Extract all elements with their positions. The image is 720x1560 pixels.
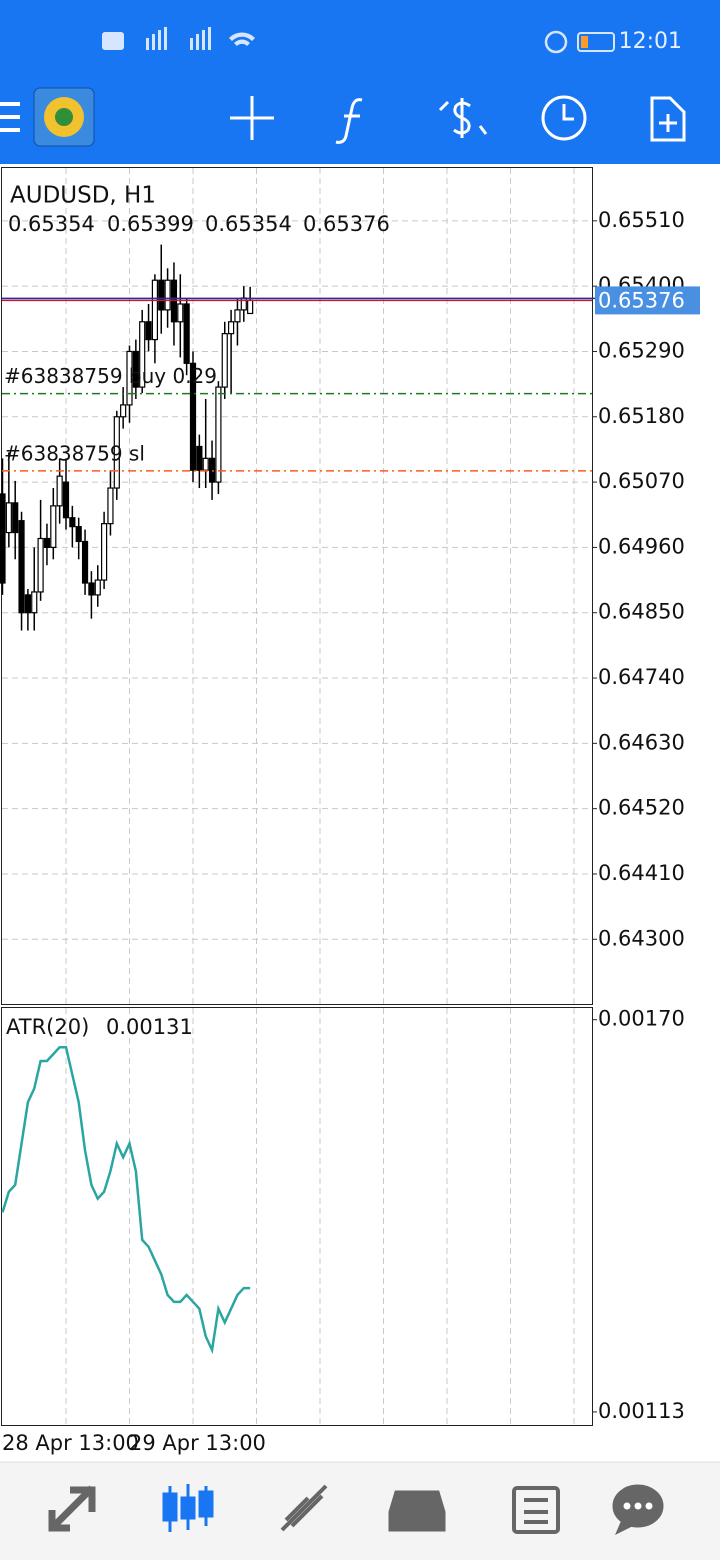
news-tab[interactable] (512, 1486, 560, 1534)
candle-body (69, 517, 76, 528)
x-tick-label: 29 Apr 13:00 (129, 1431, 266, 1455)
y-tick-label: 0.65180 (598, 404, 685, 428)
candle-body (221, 333, 228, 388)
candle-body (24, 594, 31, 614)
candle-body (196, 445, 203, 471)
candle-body (132, 350, 139, 388)
candle-body (177, 303, 184, 323)
ohlc-open: 0.65354 (8, 212, 95, 236)
candle-body (81, 540, 89, 584)
candle-body (5, 502, 12, 534)
y-tick-label: 0.64300 (598, 926, 685, 950)
quotes-tab[interactable] (48, 1485, 96, 1532)
candle-body (215, 386, 222, 483)
history-button[interactable] (541, 95, 587, 141)
candle-body (31, 591, 38, 614)
candle-body (88, 582, 95, 596)
menu-button[interactable] (0, 102, 20, 132)
x-tick-label: 28 Apr 13:00 (2, 1431, 139, 1455)
candle-body (247, 299, 254, 315)
y-tick-label: 0.00170 (598, 1007, 685, 1031)
history-tab[interactable] (388, 1490, 446, 1532)
chart-title: AUDUSD, H1 (10, 183, 156, 209)
labels: AUDUSD, H1 0.65354 0.65399 0.65354 0.653… (2, 183, 700, 1455)
y-tick-label: 0.64850 (598, 600, 685, 624)
y-tick-label: 0.00113 (598, 1399, 685, 1423)
crosshair-button[interactable] (230, 96, 274, 140)
trade-button[interactable] (438, 98, 488, 138)
trade-tab[interactable] (280, 1484, 328, 1532)
candle-body (189, 362, 197, 471)
candle-body (107, 487, 114, 525)
grid: 0.655100.654000.652900.651800.650700.649… (2, 168, 685, 1425)
candle-body (158, 279, 165, 311)
new-order-button[interactable] (650, 96, 686, 142)
chat-tab[interactable] (612, 1484, 664, 1536)
bottom-nav (0, 1462, 720, 1560)
candle-body (50, 505, 57, 549)
app-logo[interactable] (33, 87, 95, 147)
y-tick-label: 0.65070 (598, 469, 685, 493)
chart-tab[interactable] (162, 1484, 214, 1532)
ohlc-low: 0.65354 (205, 212, 292, 236)
bid-label-box (595, 286, 700, 315)
candle-body (75, 526, 82, 543)
ohlc-close: 0.65376 (303, 212, 390, 236)
candle-body (12, 502, 19, 534)
candle-body (234, 309, 241, 323)
candle-body (151, 279, 158, 341)
order-label: #63838759 sl (4, 441, 145, 465)
candle-body (139, 321, 146, 388)
candle-body (43, 537, 51, 549)
indicator-button[interactable] (335, 98, 363, 144)
y-tick-label: 0.64520 (598, 796, 685, 820)
y-tick-label: 0.65510 (598, 208, 685, 232)
ohlc-high: 0.65399 (107, 212, 194, 236)
indicator-title: ATR(20) (6, 1015, 89, 1039)
candle-body (113, 416, 120, 489)
bid-label: 0.65376 (598, 288, 685, 312)
candle-body (94, 579, 101, 596)
candle-body (164, 279, 171, 311)
atr-plot-frame (1, 1007, 593, 1426)
main-plot-frame (1, 167, 593, 1005)
candle-body (62, 481, 70, 519)
app-bar (0, 0, 720, 164)
candle-body (183, 303, 190, 364)
y-tick-label: 0.64630 (598, 730, 685, 754)
candle-body (18, 520, 25, 614)
clock: 12:01 (619, 29, 682, 54)
candle-body (202, 457, 209, 471)
y-tick-label: 0.65290 (598, 338, 685, 362)
candle-body (145, 321, 152, 341)
candle-body (37, 537, 44, 593)
indicator-line (1, 1045, 251, 1355)
candle-body (126, 350, 133, 406)
order-label: #63838759 buy 0.29 (4, 364, 217, 388)
indicator-value: 0.00131 (106, 1015, 193, 1039)
status-icons (102, 27, 615, 54)
candle-body (100, 523, 108, 581)
marks (0, 244, 700, 1355)
y-tick-label: 0.64740 (598, 665, 685, 689)
candle-body (120, 404, 127, 418)
candle-body (228, 321, 235, 335)
y-tick-label: 0.64410 (598, 861, 685, 885)
candle-body (0, 493, 6, 584)
y-tick-label: 0.64960 (598, 534, 685, 558)
candle-body (56, 475, 63, 507)
